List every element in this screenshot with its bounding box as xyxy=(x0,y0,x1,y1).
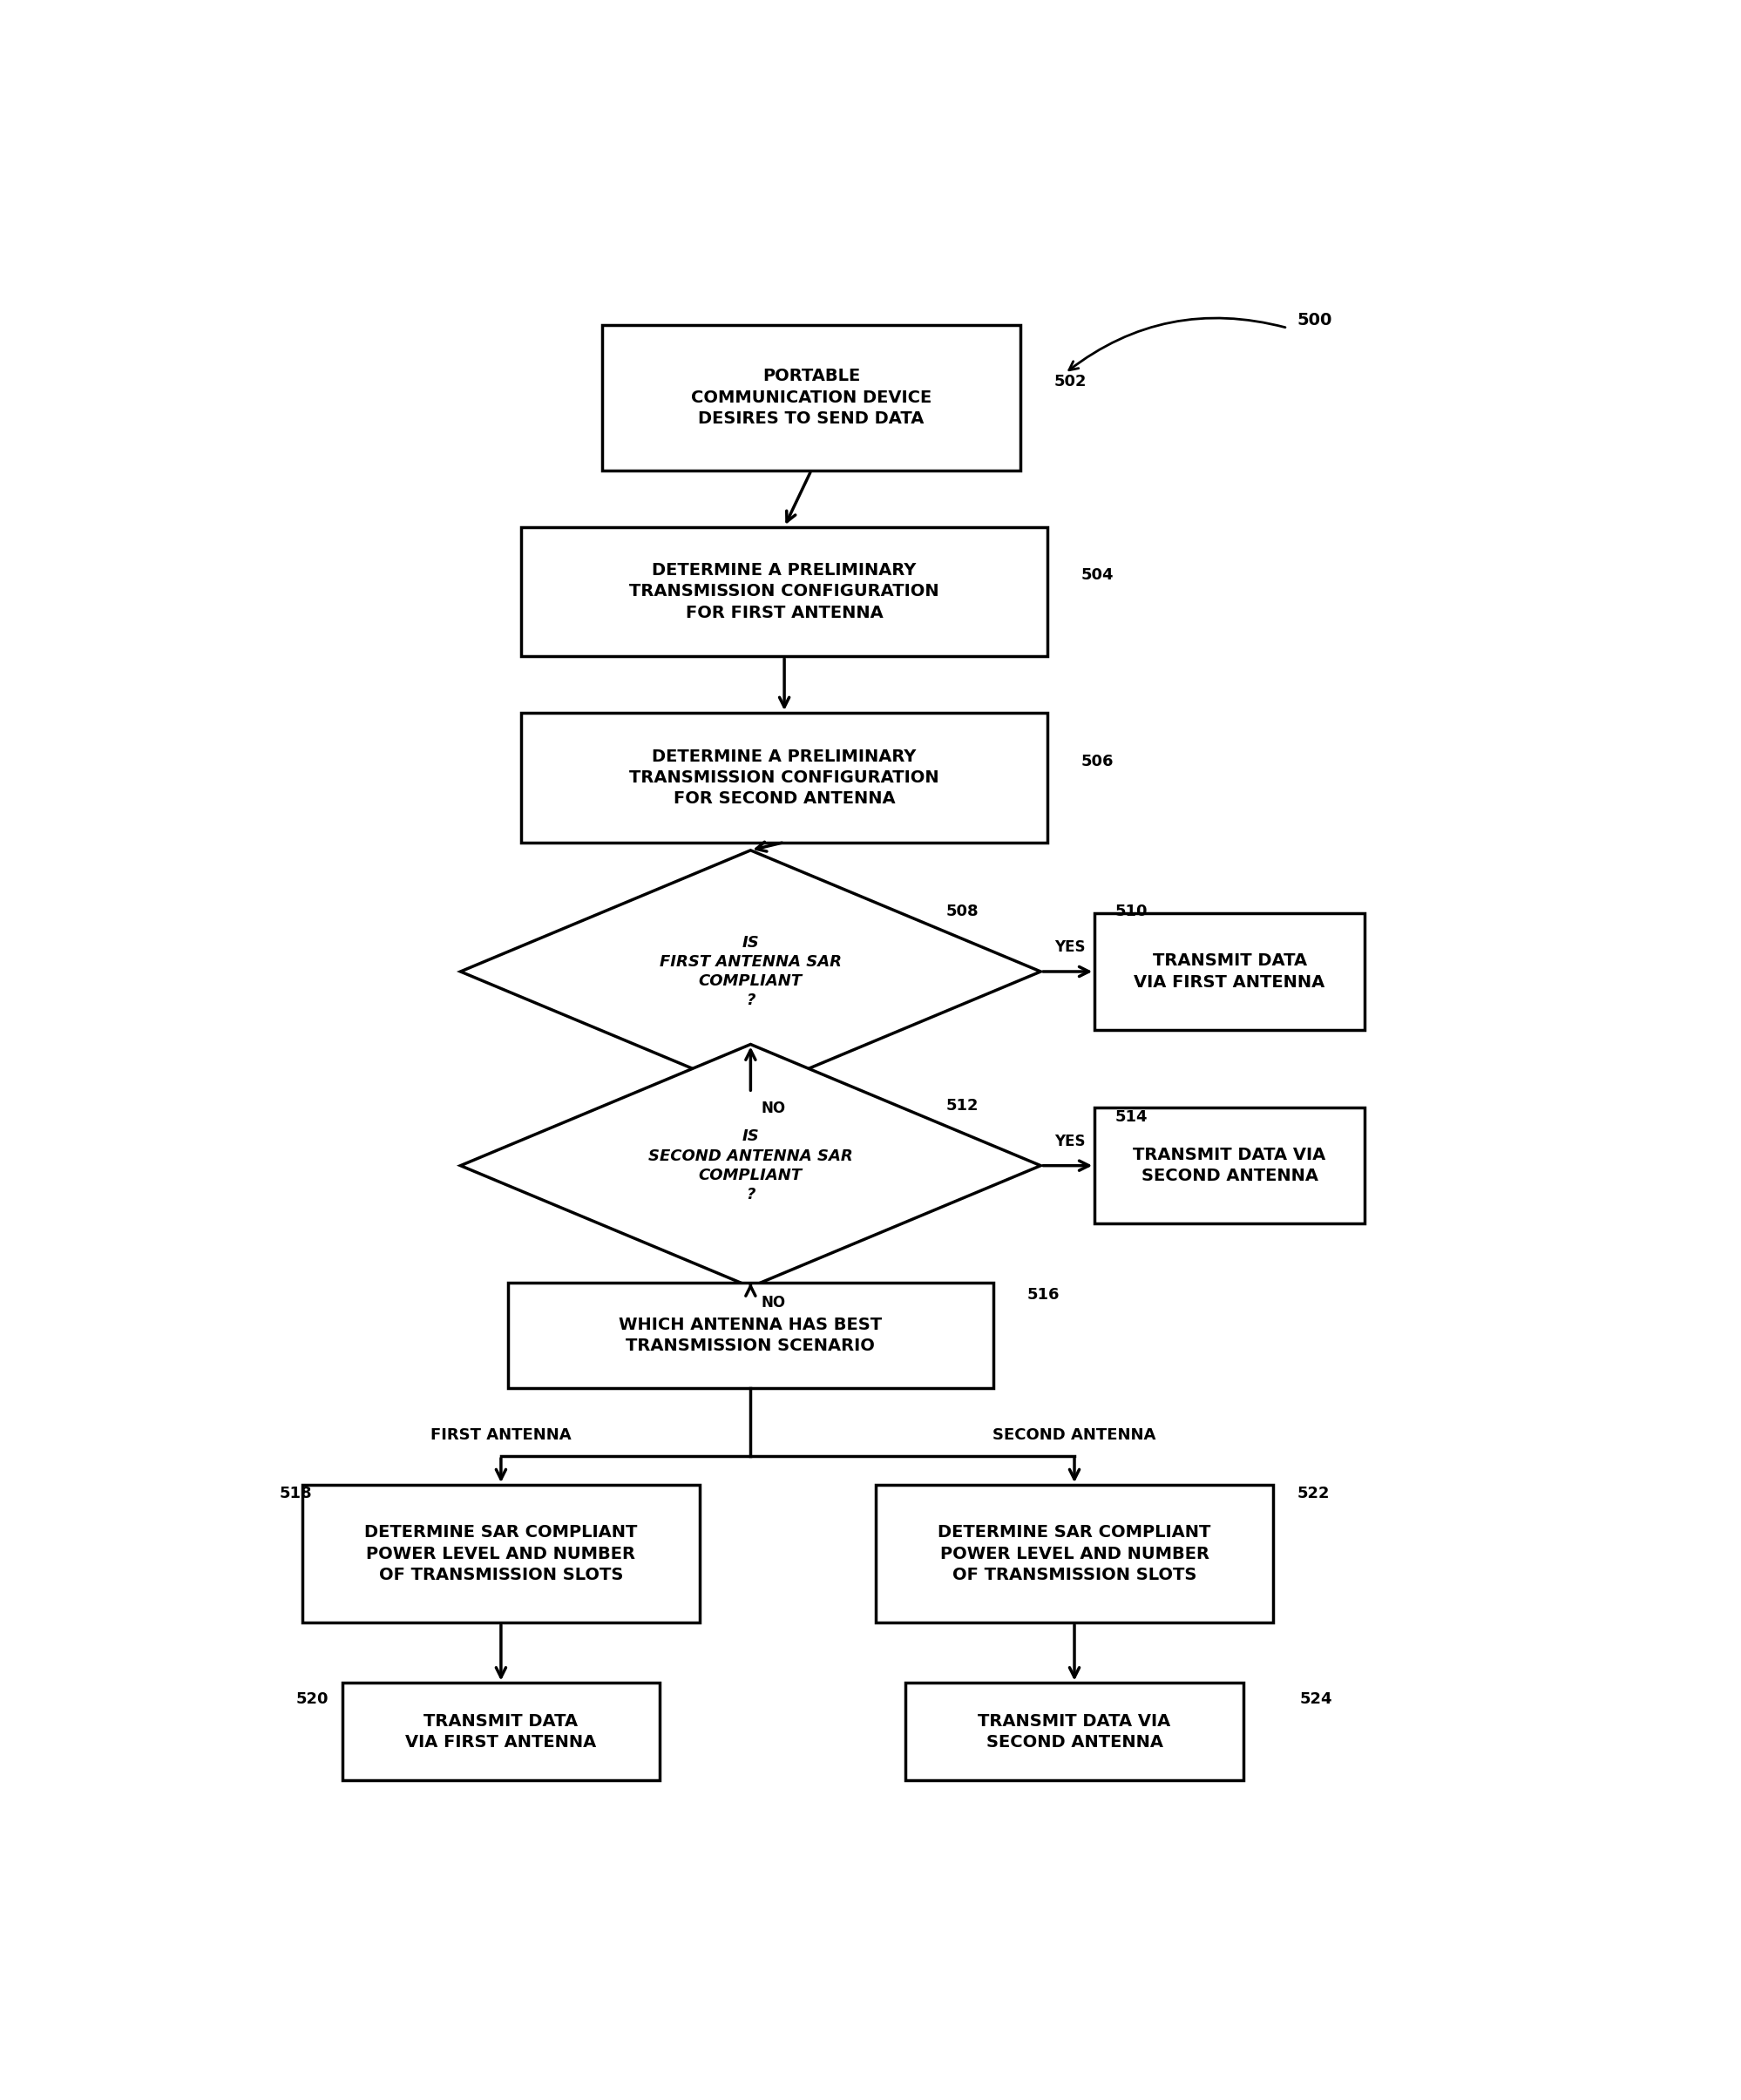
FancyBboxPatch shape xyxy=(521,527,1048,655)
FancyBboxPatch shape xyxy=(1095,913,1365,1029)
Text: 502: 502 xyxy=(1055,374,1086,388)
Text: IS
SECOND ANTENNA SAR
COMPLIANT
?: IS SECOND ANTENNA SAR COMPLIANT ? xyxy=(648,1128,853,1203)
Polygon shape xyxy=(460,851,1041,1092)
Text: PORTABLE
COMMUNICATION DEVICE
DESIRES TO SEND DATA: PORTABLE COMMUNICATION DEVICE DESIRES TO… xyxy=(691,368,931,426)
FancyBboxPatch shape xyxy=(343,1682,660,1781)
FancyBboxPatch shape xyxy=(521,712,1048,842)
Text: IS
FIRST ANTENNA SAR
COMPLIANT
?: IS FIRST ANTENNA SAR COMPLIANT ? xyxy=(660,934,841,1008)
Text: 500: 500 xyxy=(1297,311,1332,328)
Text: 512: 512 xyxy=(947,1098,978,1113)
FancyBboxPatch shape xyxy=(905,1682,1243,1781)
Text: YES: YES xyxy=(1055,939,1085,956)
Text: DETERMINE SAR COMPLIANT
POWER LEVEL AND NUMBER
OF TRANSMISSION SLOTS: DETERMINE SAR COMPLIANT POWER LEVEL AND … xyxy=(938,1525,1212,1583)
Text: DETERMINE A PRELIMINARY
TRANSMISSION CONFIGURATION
FOR FIRST ANTENNA: DETERMINE A PRELIMINARY TRANSMISSION CON… xyxy=(630,563,938,622)
Text: WHICH ANTENNA HAS BEST
TRANSMISSION SCENARIO: WHICH ANTENNA HAS BEST TRANSMISSION SCEN… xyxy=(620,1317,883,1354)
Text: SECOND ANTENNA: SECOND ANTENNA xyxy=(992,1428,1156,1443)
FancyBboxPatch shape xyxy=(876,1485,1273,1623)
Text: TRANSMIT DATA
VIA FIRST ANTENNA: TRANSMIT DATA VIA FIRST ANTENNA xyxy=(1133,953,1325,991)
Text: 510: 510 xyxy=(1114,903,1147,920)
Text: 514: 514 xyxy=(1114,1109,1147,1126)
Text: TRANSMIT DATA
VIA FIRST ANTENNA: TRANSMIT DATA VIA FIRST ANTENNA xyxy=(406,1714,597,1751)
FancyBboxPatch shape xyxy=(1095,1107,1365,1224)
Text: 522: 522 xyxy=(1297,1487,1330,1502)
Text: 504: 504 xyxy=(1081,567,1114,584)
FancyBboxPatch shape xyxy=(301,1485,700,1623)
Text: 508: 508 xyxy=(947,903,978,920)
FancyBboxPatch shape xyxy=(508,1283,994,1388)
Text: YES: YES xyxy=(1055,1134,1085,1149)
Text: 516: 516 xyxy=(1027,1287,1060,1302)
Text: NO: NO xyxy=(761,1296,785,1310)
FancyBboxPatch shape xyxy=(602,326,1020,470)
Text: NO: NO xyxy=(761,1100,785,1117)
Text: FIRST ANTENNA: FIRST ANTENNA xyxy=(430,1428,571,1443)
Polygon shape xyxy=(460,1044,1041,1287)
Text: DETERMINE SAR COMPLIANT
POWER LEVEL AND NUMBER
OF TRANSMISSION SLOTS: DETERMINE SAR COMPLIANT POWER LEVEL AND … xyxy=(364,1525,637,1583)
Text: 524: 524 xyxy=(1301,1691,1332,1707)
Text: 506: 506 xyxy=(1081,754,1114,769)
Text: 518: 518 xyxy=(280,1487,312,1502)
Text: 520: 520 xyxy=(296,1691,329,1707)
Text: DETERMINE A PRELIMINARY
TRANSMISSION CONFIGURATION
FOR SECOND ANTENNA: DETERMINE A PRELIMINARY TRANSMISSION CON… xyxy=(630,748,938,806)
Text: TRANSMIT DATA VIA
SECOND ANTENNA: TRANSMIT DATA VIA SECOND ANTENNA xyxy=(978,1714,1170,1751)
Text: TRANSMIT DATA VIA
SECOND ANTENNA: TRANSMIT DATA VIA SECOND ANTENNA xyxy=(1133,1147,1327,1184)
